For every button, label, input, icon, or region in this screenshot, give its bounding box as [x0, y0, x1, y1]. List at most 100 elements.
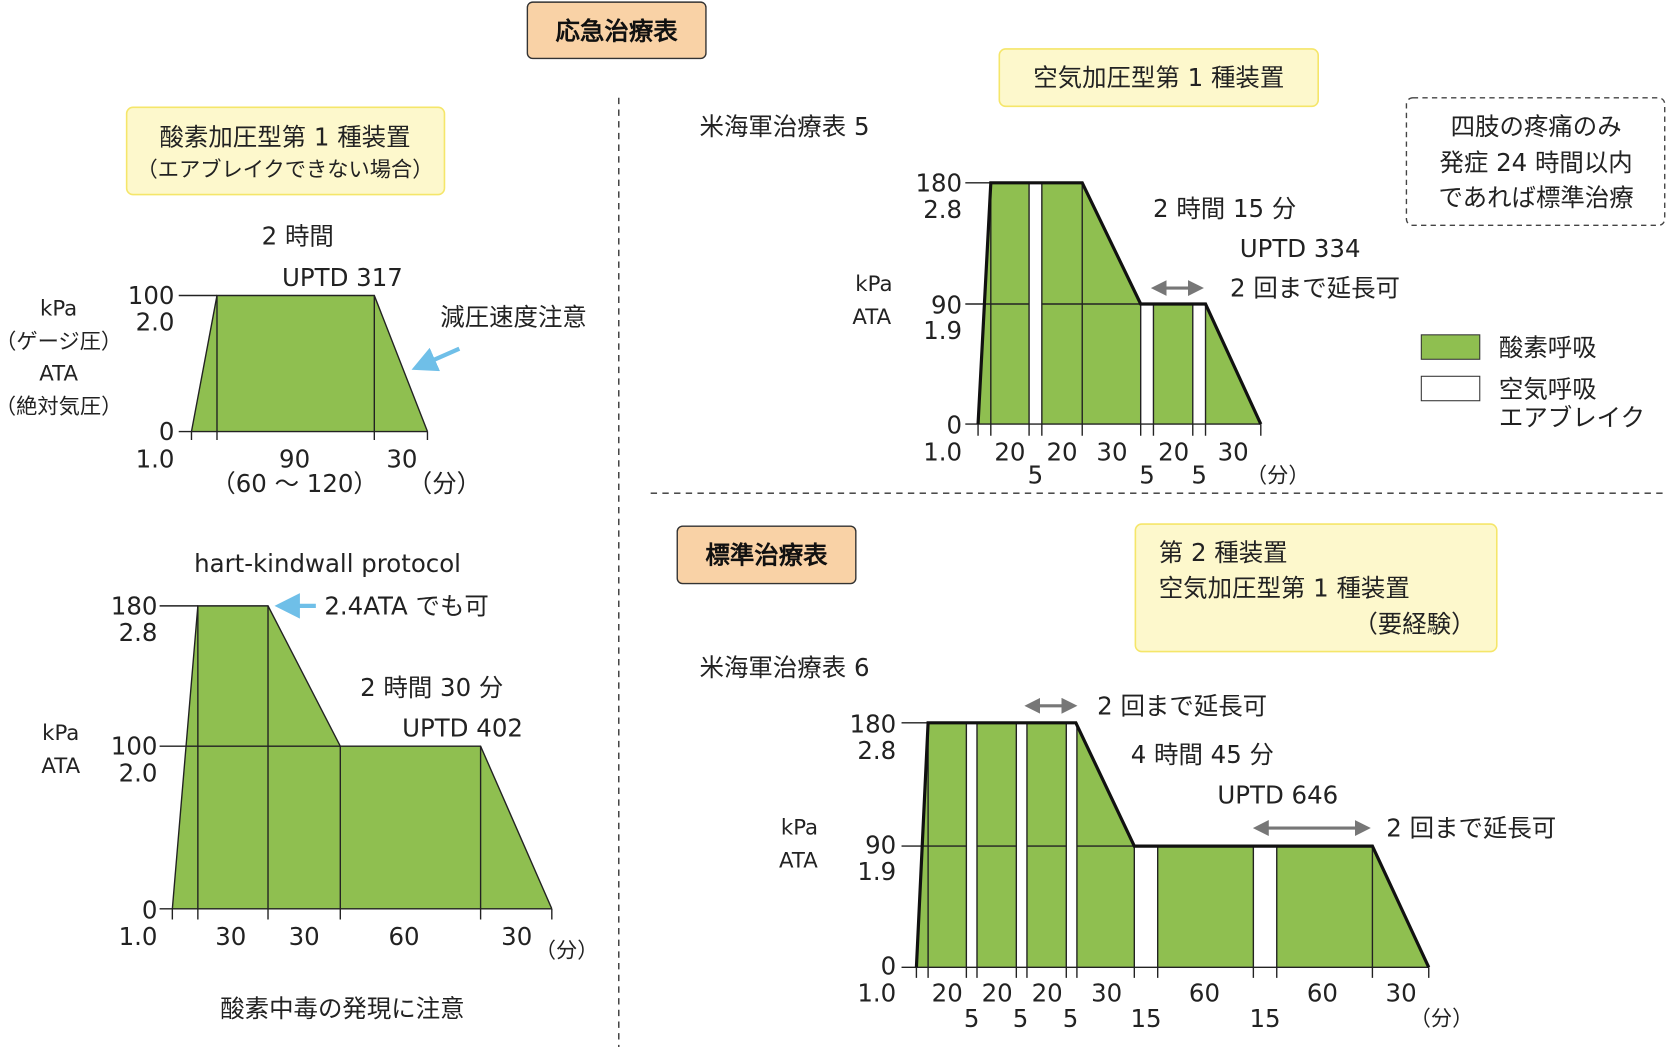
air-break	[966, 723, 977, 968]
uptd-label: UPTD 402	[402, 714, 523, 743]
standard-header-label: 標準治療表	[705, 540, 828, 569]
y-axis-label: ATA	[41, 754, 80, 779]
x-label: 30	[1386, 978, 1417, 1007]
legend-air-swatch	[1420, 375, 1481, 402]
y-axis-label: ATA	[39, 362, 78, 387]
note-line: であれば標準治療	[1438, 183, 1633, 212]
y-axis-label: kPa	[855, 272, 892, 297]
break-label: 5	[1191, 461, 1207, 490]
legend-air-label: 空気呼吸	[1499, 375, 1597, 404]
air-break	[1016, 723, 1027, 968]
legend: 酸素呼吸 空気呼吸 エアブレイク	[1420, 333, 1645, 432]
x-label: 20	[1046, 437, 1077, 466]
air-break	[1253, 847, 1277, 968]
break-label: 15	[1250, 1004, 1281, 1033]
table6-device-box	[1134, 523, 1498, 653]
x-label: 20	[932, 978, 963, 1007]
hk-profile	[172, 605, 552, 909]
oxygen-table-panel: 酸素加圧型第 1 種装置 （エアブレイクできない場合） 2 時間 UPTD 31…	[0, 106, 587, 498]
air-break	[1134, 847, 1158, 968]
emergency-header-label: 応急治療表	[556, 16, 679, 45]
break-label: 5	[964, 1004, 980, 1033]
y-tick: 0	[159, 417, 175, 446]
y-tick: 0	[881, 952, 897, 981]
table6-title: 米海軍治療表 6	[700, 653, 870, 682]
y-axis-label: kPa	[40, 297, 77, 322]
extension-label: 2 回まで延長可	[1097, 691, 1267, 720]
extension-label: 2 回まで延長可	[1230, 274, 1400, 303]
y-axis-label: kPa	[42, 721, 79, 746]
y-tick: 180	[850, 709, 897, 738]
device-line: （要経験）	[1353, 609, 1475, 638]
break-label: 5	[1063, 1004, 1079, 1033]
y-tick: 90	[931, 291, 962, 320]
table6-panel: 第 2 種装置 空気加圧型第 1 種装置 （要経験） 米海軍治療表 6 2 回ま…	[700, 523, 1556, 1033]
air-break	[1029, 183, 1042, 425]
break-label: 5	[1028, 461, 1044, 490]
y-tick: 1.0	[923, 437, 962, 466]
y-axis-label: （絶対気圧）	[0, 394, 122, 419]
y-axis-label: ATA	[852, 305, 891, 330]
oxygen-profile	[191, 295, 428, 432]
oxygen-device-label: 酸素加圧型第 1 種装置	[160, 123, 411, 152]
y-tick: 90	[865, 831, 896, 860]
t6-profile	[916, 722, 1429, 968]
x-label: 20	[1032, 978, 1063, 1007]
x-unit: （分）	[535, 939, 599, 964]
device-line: 空気加圧型第 1 種装置	[1159, 573, 1410, 602]
caution-arrow-icon	[411, 346, 461, 372]
note-line: 四肢の疼痛のみ	[1451, 112, 1622, 141]
y-tick: 100	[111, 732, 158, 761]
x-label: 60	[1189, 978, 1220, 1007]
y-tick: 100	[128, 281, 175, 310]
oxygen-device-sublabel: （エアブレイクできない場合）	[136, 157, 433, 182]
toxicity-caution: 酸素中毒の発現に注意	[220, 994, 464, 1023]
y-axis-label: kPa	[781, 815, 818, 840]
x-label: 30	[1218, 437, 1249, 466]
x-label: 30	[1096, 437, 1127, 466]
caution-label: 減圧速度注意	[440, 302, 587, 331]
duration-label: 2 時間 15 分	[1153, 194, 1296, 223]
legend-oxygen-swatch	[1420, 334, 1481, 360]
y-tick: 1.0	[136, 445, 175, 474]
x-label: 60	[389, 922, 420, 951]
table5-panel: 空気加圧型第 1 種装置 米海軍治療表 5 四肢の疼痛のみ 発症 24 時間以内…	[700, 48, 1666, 490]
duration-label: 4 時間 45 分	[1131, 740, 1274, 769]
break-label: 15	[1130, 1004, 1161, 1033]
x-label: 30	[501, 922, 532, 951]
x-label: 90	[279, 445, 310, 474]
table5-title: 米海軍治療表 5	[700, 112, 870, 141]
x-unit: （分）	[1410, 1007, 1474, 1032]
uptd-label: UPTD 646	[1217, 781, 1338, 810]
air-break	[1192, 305, 1206, 425]
legend-oxygen-label: 酸素呼吸	[1499, 333, 1597, 362]
hart-kindwall-panel: hart-kindwall protocol 2.4ATA でも可 2 時間 3…	[41, 549, 598, 1023]
x-unit: （分）	[408, 469, 481, 498]
y-tick: 1.0	[119, 922, 158, 951]
x-label: 30	[215, 922, 246, 951]
x-label: 30	[1091, 978, 1122, 1007]
y-tick: 2.0	[119, 758, 158, 787]
emergency-header: 応急治療表	[526, 1, 707, 60]
y-tick: 1.9	[923, 316, 962, 345]
device-line: 第 2 種装置	[1159, 538, 1288, 567]
hart-kindwall-title: hart-kindwall protocol	[194, 549, 461, 578]
standard-note-box	[1405, 97, 1666, 227]
y-axis-label: （ゲージ圧）	[0, 330, 122, 355]
x-unit: （分）	[1246, 464, 1310, 489]
duration-label: 2 時間	[262, 221, 334, 250]
y-tick: 2.8	[119, 618, 158, 647]
air-break	[1140, 305, 1154, 425]
air-break	[1066, 723, 1077, 968]
ata-note: 2.4ATA でも可	[324, 591, 489, 620]
y-tick: 1.0	[857, 978, 896, 1007]
y-tick: 1.9	[857, 857, 896, 886]
break-label: 5	[1139, 461, 1155, 490]
oxygen-device-box	[125, 106, 446, 196]
y-tick: 180	[915, 168, 962, 197]
x-label: （60 〜 120）	[211, 469, 378, 498]
x-label: 20	[982, 978, 1013, 1007]
duration-label: 2 時間 30 分	[360, 673, 503, 702]
standard-header: 標準治療表	[676, 525, 857, 585]
